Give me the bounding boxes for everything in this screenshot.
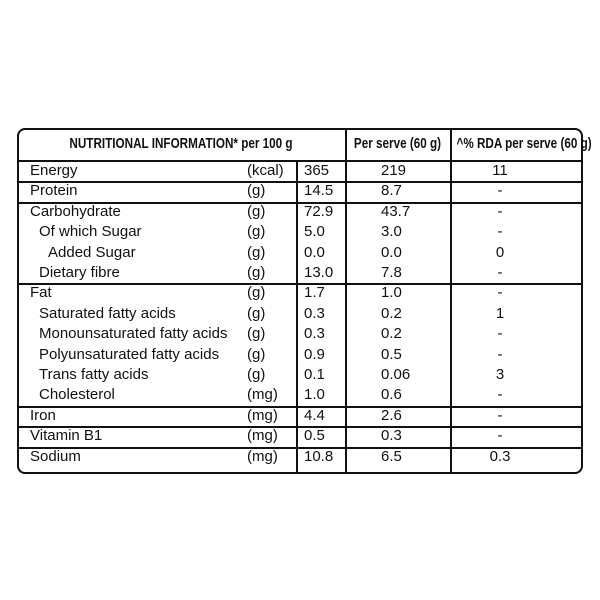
per-100g: 0.3: [304, 304, 325, 322]
column-separator: [345, 128, 347, 474]
unit: (mg): [247, 427, 278, 445]
rda: -: [497, 386, 503, 404]
rda: 0: [495, 243, 505, 261]
rda: -: [497, 427, 503, 445]
per-100g: 365: [304, 162, 330, 179]
per-serve: 0.5: [381, 345, 402, 363]
nutrient-name: Fat: [30, 284, 52, 302]
rda: -: [497, 264, 503, 281]
rda: -: [497, 202, 503, 220]
rda: 1: [495, 304, 505, 322]
per-100g: 13.0: [304, 264, 334, 281]
per-100g: 0.0: [304, 243, 325, 261]
row-separator: [17, 426, 583, 429]
per-serve: 0.06: [381, 366, 411, 383]
unit: (g): [247, 182, 266, 200]
per-serve: 6.5: [381, 447, 402, 465]
nutrient-name: Dietary fibre: [39, 264, 120, 281]
rda: -: [497, 345, 503, 363]
per-100g: 0.1: [304, 366, 325, 383]
rda: -: [497, 284, 503, 302]
nutrient-name: Sodium: [30, 447, 81, 465]
nutrient-name: Saturated fatty acids: [39, 304, 176, 322]
unit: (mg): [247, 386, 278, 404]
per-100g: 0.9: [304, 345, 325, 363]
nutrient-name: Monounsaturated fatty acids: [39, 325, 228, 343]
per-serve: 7.8: [381, 264, 402, 281]
per-serve: 43.7: [381, 202, 411, 220]
per-serve: 0.3: [381, 427, 402, 445]
rda: -: [497, 406, 503, 424]
per-serve: 219: [381, 162, 407, 179]
per-100g: 5.0: [304, 223, 325, 241]
nutrient-name: Of which Sugar: [39, 223, 142, 241]
per-serve: 0.2: [381, 325, 402, 343]
per-serve: 8.7: [381, 182, 402, 200]
unit: (g): [247, 223, 266, 241]
nutrient-name: Cholesterol: [39, 386, 115, 404]
header-per-serve: Per serve (60 g): [353, 135, 442, 152]
unit: (mg): [247, 447, 278, 465]
per-100g: 4.4: [304, 406, 325, 424]
rda: -: [497, 182, 503, 200]
rda: 11: [492, 162, 508, 179]
rda: 3: [495, 366, 505, 383]
column-separator: [450, 128, 452, 474]
header-title: NUTRITIONAL INFORMATION* per 100 g: [69, 135, 293, 152]
nutrient-name: Carbohydrate: [30, 202, 121, 220]
header-rda: ^% RDA per serve (60 g): [456, 135, 592, 152]
row-separator: [17, 405, 583, 408]
per-100g: 10.8: [304, 447, 334, 465]
row-separator: [17, 283, 583, 286]
unit: (g): [247, 345, 266, 363]
unit: (g): [247, 284, 266, 302]
per-serve: 1.0: [381, 284, 402, 302]
unit: (kcal): [247, 162, 284, 179]
unit: (mg): [247, 406, 278, 424]
row-separator: [17, 446, 583, 449]
per-100g: 72.9: [304, 202, 334, 220]
per-100g: 0.5: [304, 427, 325, 445]
nutrient-name: Vitamin B1: [30, 427, 103, 445]
nutrient-name: Iron: [30, 406, 56, 424]
nutrient-name: Added Sugar: [48, 243, 136, 261]
per-serve: 2.6: [381, 406, 402, 424]
unit: (g): [247, 202, 266, 220]
unit: (g): [247, 304, 266, 322]
per-serve: 0.2: [381, 304, 402, 322]
nutrient-name: Protein: [30, 182, 78, 200]
per-100g: 0.3: [304, 325, 325, 343]
header-separator: [17, 160, 583, 162]
per-serve: 0.0: [381, 243, 402, 261]
nutrient-name: Trans fatty acids: [39, 366, 149, 383]
rda: -: [497, 325, 503, 343]
column-separator: [296, 160, 298, 474]
per-serve: 0.6: [381, 386, 402, 404]
table-frame: [17, 128, 583, 474]
per-serve: 3.0: [381, 223, 402, 241]
per-100g: 1.0: [304, 386, 325, 404]
row-separator: [17, 201, 583, 204]
unit: (g): [247, 243, 266, 261]
unit: (g): [247, 264, 266, 281]
nutrient-name: Polyunsaturated fatty acids: [39, 345, 220, 363]
per-100g: 1.7: [304, 284, 325, 302]
rda: 0.3: [489, 447, 511, 465]
rda: -: [497, 223, 503, 241]
unit: (g): [247, 325, 266, 343]
unit: (g): [247, 366, 266, 383]
nutrient-name: Energy: [30, 162, 78, 179]
per-100g: 14.5: [304, 182, 334, 200]
row-separator: [17, 181, 583, 184]
